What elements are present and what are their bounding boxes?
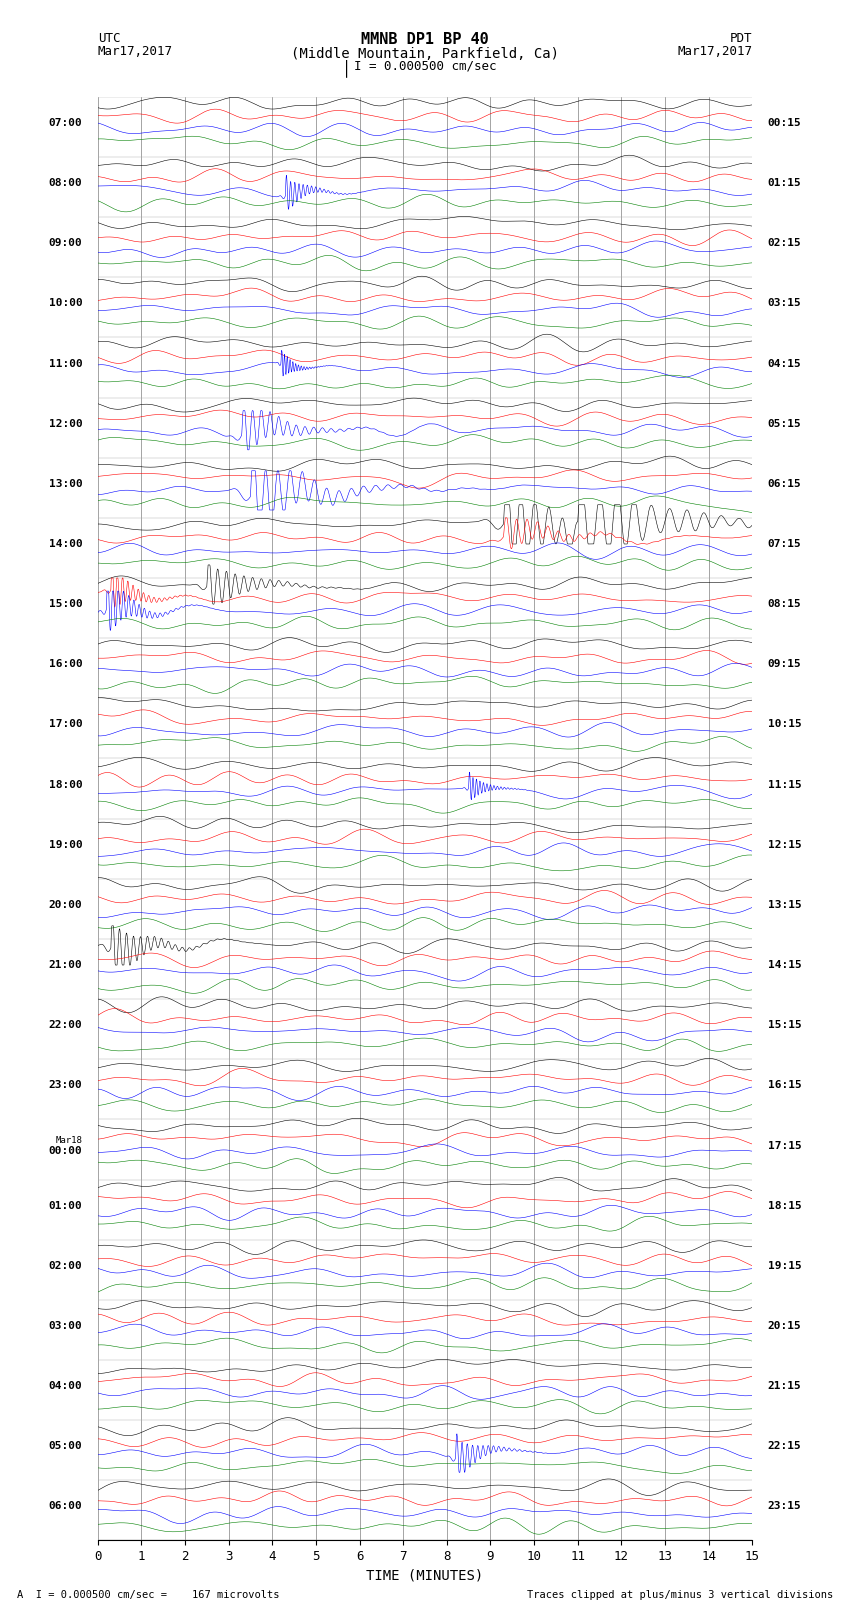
- Text: 04:00: 04:00: [48, 1381, 82, 1390]
- Text: 02:00: 02:00: [48, 1261, 82, 1271]
- Text: I = 0.000500 cm/sec: I = 0.000500 cm/sec: [354, 60, 496, 73]
- Text: 10:00: 10:00: [48, 298, 82, 308]
- Text: 08:00: 08:00: [48, 177, 82, 189]
- Text: 03:15: 03:15: [768, 298, 802, 308]
- Text: 13:00: 13:00: [48, 479, 82, 489]
- Text: 04:15: 04:15: [768, 358, 802, 368]
- Text: 09:00: 09:00: [48, 239, 82, 248]
- Text: 20:00: 20:00: [48, 900, 82, 910]
- Text: Mar17,2017: Mar17,2017: [677, 45, 752, 58]
- Text: Mar18: Mar18: [55, 1136, 82, 1145]
- Text: 16:00: 16:00: [48, 660, 82, 669]
- Text: 10:15: 10:15: [768, 719, 802, 729]
- Text: 12:00: 12:00: [48, 419, 82, 429]
- Text: 15:15: 15:15: [768, 1019, 802, 1031]
- Text: 22:00: 22:00: [48, 1019, 82, 1031]
- Text: 01:00: 01:00: [48, 1200, 82, 1211]
- Text: 08:15: 08:15: [768, 598, 802, 610]
- Text: 00:00: 00:00: [48, 1145, 82, 1157]
- Text: 14:15: 14:15: [768, 960, 802, 969]
- Text: 21:15: 21:15: [768, 1381, 802, 1390]
- Text: 18:15: 18:15: [768, 1200, 802, 1211]
- Text: 21:00: 21:00: [48, 960, 82, 969]
- Text: 00:15: 00:15: [768, 118, 802, 127]
- Text: 05:00: 05:00: [48, 1442, 82, 1452]
- Text: 02:15: 02:15: [768, 239, 802, 248]
- Text: (Middle Mountain, Parkfield, Ca): (Middle Mountain, Parkfield, Ca): [291, 47, 559, 61]
- Text: 17:15: 17:15: [768, 1140, 802, 1150]
- Text: 12:15: 12:15: [768, 840, 802, 850]
- Text: 09:15: 09:15: [768, 660, 802, 669]
- Text: 16:15: 16:15: [768, 1081, 802, 1090]
- Text: 23:00: 23:00: [48, 1081, 82, 1090]
- Text: 17:00: 17:00: [48, 719, 82, 729]
- Text: 07:15: 07:15: [768, 539, 802, 548]
- Text: 06:00: 06:00: [48, 1502, 82, 1511]
- Text: Traces clipped at plus/minus 3 vertical divisions: Traces clipped at plus/minus 3 vertical …: [527, 1590, 833, 1600]
- Text: 14:00: 14:00: [48, 539, 82, 548]
- Text: 15:00: 15:00: [48, 598, 82, 610]
- Text: 11:15: 11:15: [768, 779, 802, 790]
- Text: 06:15: 06:15: [768, 479, 802, 489]
- Text: 20:15: 20:15: [768, 1321, 802, 1331]
- Text: 07:00: 07:00: [48, 118, 82, 127]
- Text: PDT: PDT: [730, 32, 752, 45]
- Text: UTC: UTC: [98, 32, 120, 45]
- Text: Mar17,2017: Mar17,2017: [98, 45, 173, 58]
- Text: 03:00: 03:00: [48, 1321, 82, 1331]
- X-axis label: TIME (MINUTES): TIME (MINUTES): [366, 1569, 484, 1582]
- Text: 23:15: 23:15: [768, 1502, 802, 1511]
- Text: 19:00: 19:00: [48, 840, 82, 850]
- Text: 11:00: 11:00: [48, 358, 82, 368]
- Text: 19:15: 19:15: [768, 1261, 802, 1271]
- Text: 05:15: 05:15: [768, 419, 802, 429]
- Text: │: │: [342, 60, 351, 77]
- Text: 22:15: 22:15: [768, 1442, 802, 1452]
- Text: A  I = 0.000500 cm/sec =    167 microvolts: A I = 0.000500 cm/sec = 167 microvolts: [17, 1590, 280, 1600]
- Text: 18:00: 18:00: [48, 779, 82, 790]
- Text: 01:15: 01:15: [768, 177, 802, 189]
- Text: MMNB DP1 BP 40: MMNB DP1 BP 40: [361, 32, 489, 47]
- Text: 13:15: 13:15: [768, 900, 802, 910]
